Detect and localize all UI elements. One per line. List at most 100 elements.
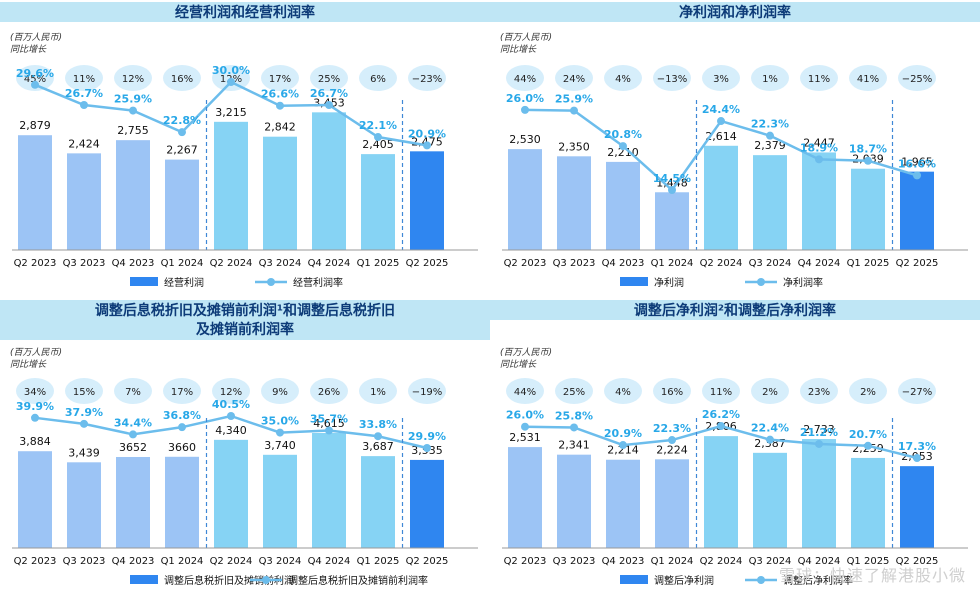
yoy-value: 44% bbox=[514, 74, 536, 85]
yoy-bubble bbox=[555, 378, 593, 404]
yoy-value: 11% bbox=[808, 74, 830, 85]
yoy-bubble bbox=[163, 378, 201, 404]
bar bbox=[214, 439, 248, 548]
yoy-bubble bbox=[751, 65, 789, 91]
yoy-bubble bbox=[16, 65, 54, 91]
yoy-bubble bbox=[849, 65, 887, 91]
x-tick-label: Q3 2023 bbox=[553, 556, 596, 567]
legend-line-marker bbox=[262, 576, 270, 584]
yoy-label: 同比增长 bbox=[10, 44, 47, 55]
x-tick-label: Q4 2023 bbox=[112, 556, 155, 567]
yoy-value: −13% bbox=[657, 74, 688, 85]
x-tick-label: Q1 2025 bbox=[357, 556, 400, 567]
bar bbox=[606, 459, 640, 548]
margin-label: 22.8% bbox=[163, 114, 201, 127]
yoy-label: 同比增长 bbox=[500, 359, 537, 370]
margin-point bbox=[31, 80, 39, 89]
chart-net-profit: 净利润和净利润率 (百万人民币) 同比增长 44% 24% 4% −13% 3% 1% 11% 41… bbox=[490, 0, 980, 298]
yoy-value: 3% bbox=[713, 74, 729, 85]
yoy-label: 同比增长 bbox=[10, 359, 47, 370]
yoy-value: 17% bbox=[269, 74, 291, 85]
bar bbox=[802, 439, 836, 548]
margin-label: 40.5% bbox=[212, 398, 250, 411]
yoy-bubble bbox=[310, 378, 348, 404]
x-tick-label: Q2 2023 bbox=[14, 556, 57, 567]
bar-value-label: 3,740 bbox=[264, 439, 296, 452]
legend-adjusted-net-profit-bar: 调整后净利润 bbox=[654, 574, 714, 587]
yoy-value: 4% bbox=[615, 387, 631, 398]
bar bbox=[312, 433, 346, 548]
yoy-bubble bbox=[408, 65, 446, 91]
bar bbox=[606, 161, 640, 250]
margin-label: 26.7% bbox=[65, 87, 103, 100]
margin-point bbox=[717, 422, 725, 430]
x-tick-label: Q4 2024 bbox=[308, 258, 351, 269]
margin-point bbox=[129, 430, 137, 439]
bar bbox=[704, 145, 738, 250]
bar bbox=[410, 459, 444, 548]
yoy-value: 7% bbox=[125, 387, 141, 398]
margin-point bbox=[80, 419, 88, 428]
chart-title: 净利润和净利润率 bbox=[679, 4, 791, 21]
margin-point bbox=[766, 435, 774, 444]
margin-label: 35.0% bbox=[261, 415, 299, 428]
bar-value-label: 3660 bbox=[168, 441, 196, 454]
x-tick-label: Q4 2023 bbox=[602, 556, 645, 567]
margin-point bbox=[766, 131, 774, 140]
margin-point bbox=[178, 128, 186, 137]
yoy-bubble bbox=[114, 378, 152, 404]
margin-point bbox=[276, 428, 284, 437]
margin-point bbox=[227, 412, 235, 420]
margin-label: 25.9% bbox=[555, 93, 593, 106]
x-tick-label: Q3 2024 bbox=[259, 556, 302, 567]
margin-point bbox=[31, 413, 39, 422]
margin-point bbox=[815, 439, 823, 448]
yoy-value: 25% bbox=[318, 74, 340, 85]
margin-point bbox=[178, 423, 186, 432]
margin-point bbox=[276, 101, 284, 110]
x-tick-label: Q2 2025 bbox=[406, 556, 449, 567]
margin-label: 14.5% bbox=[653, 172, 691, 185]
yoy-value: −25% bbox=[902, 74, 933, 85]
margin-label: 39.9% bbox=[16, 400, 54, 413]
bar bbox=[165, 456, 199, 548]
yoy-bubble bbox=[114, 65, 152, 91]
yoy-bubble bbox=[506, 65, 544, 91]
margin-point bbox=[521, 105, 529, 114]
margin-label: 21.2% bbox=[800, 426, 838, 439]
margin-point bbox=[325, 426, 333, 435]
bar-value-label: 4,615 bbox=[313, 417, 345, 430]
yoy-bubble bbox=[604, 378, 642, 404]
yoy-bubble bbox=[310, 65, 348, 91]
bar bbox=[312, 112, 346, 251]
margin-point bbox=[619, 142, 627, 151]
yoy-value: 4% bbox=[615, 74, 631, 85]
x-tick-label: Q3 2023 bbox=[553, 258, 596, 269]
legend-adjusted-ebitda-line: 调整后息税折旧及摊销前利润率 bbox=[288, 574, 428, 587]
yoy-value: 25% bbox=[563, 387, 585, 398]
x-tick-label: Q4 2024 bbox=[308, 556, 351, 567]
margin-label: 20.9% bbox=[408, 127, 446, 140]
unit-label: (百万人民币) bbox=[500, 347, 552, 358]
yoy-value: 23% bbox=[808, 387, 830, 398]
bar bbox=[361, 154, 395, 250]
legend-adjusted-ebitda-bar: 调整后息税折旧及摊销前利润 bbox=[164, 574, 294, 587]
chart-adjusted-ebitda: 调整后息税折旧及摊销前利润¹和调整后息税折旧 及摊销前利润率 (百万人民币) 同比增长… bbox=[0, 298, 490, 596]
yoy-value: 16% bbox=[661, 387, 683, 398]
margin-label: 36.8% bbox=[163, 409, 201, 422]
margin-label: 25.8% bbox=[555, 409, 593, 422]
bar bbox=[851, 168, 885, 250]
margin-label: 24.4% bbox=[702, 103, 740, 116]
bar bbox=[900, 171, 934, 250]
legend-net-profit-line: 净利润率 bbox=[783, 276, 823, 289]
bar bbox=[214, 121, 248, 250]
bar-value-label: 2,530 bbox=[509, 133, 541, 146]
bar bbox=[18, 135, 52, 250]
yoy-bubble bbox=[898, 65, 936, 91]
chart-svg: 经营利润和经营利润率(百万人民币)同比增长45%11%12%16%12%17%2… bbox=[0, 2, 490, 289]
margin-label: 22.3% bbox=[653, 422, 691, 435]
yoy-bubble bbox=[849, 378, 887, 404]
x-tick-label: Q4 2024 bbox=[798, 556, 841, 567]
legend-operating-profit-line: 经营利润率 bbox=[293, 276, 343, 289]
